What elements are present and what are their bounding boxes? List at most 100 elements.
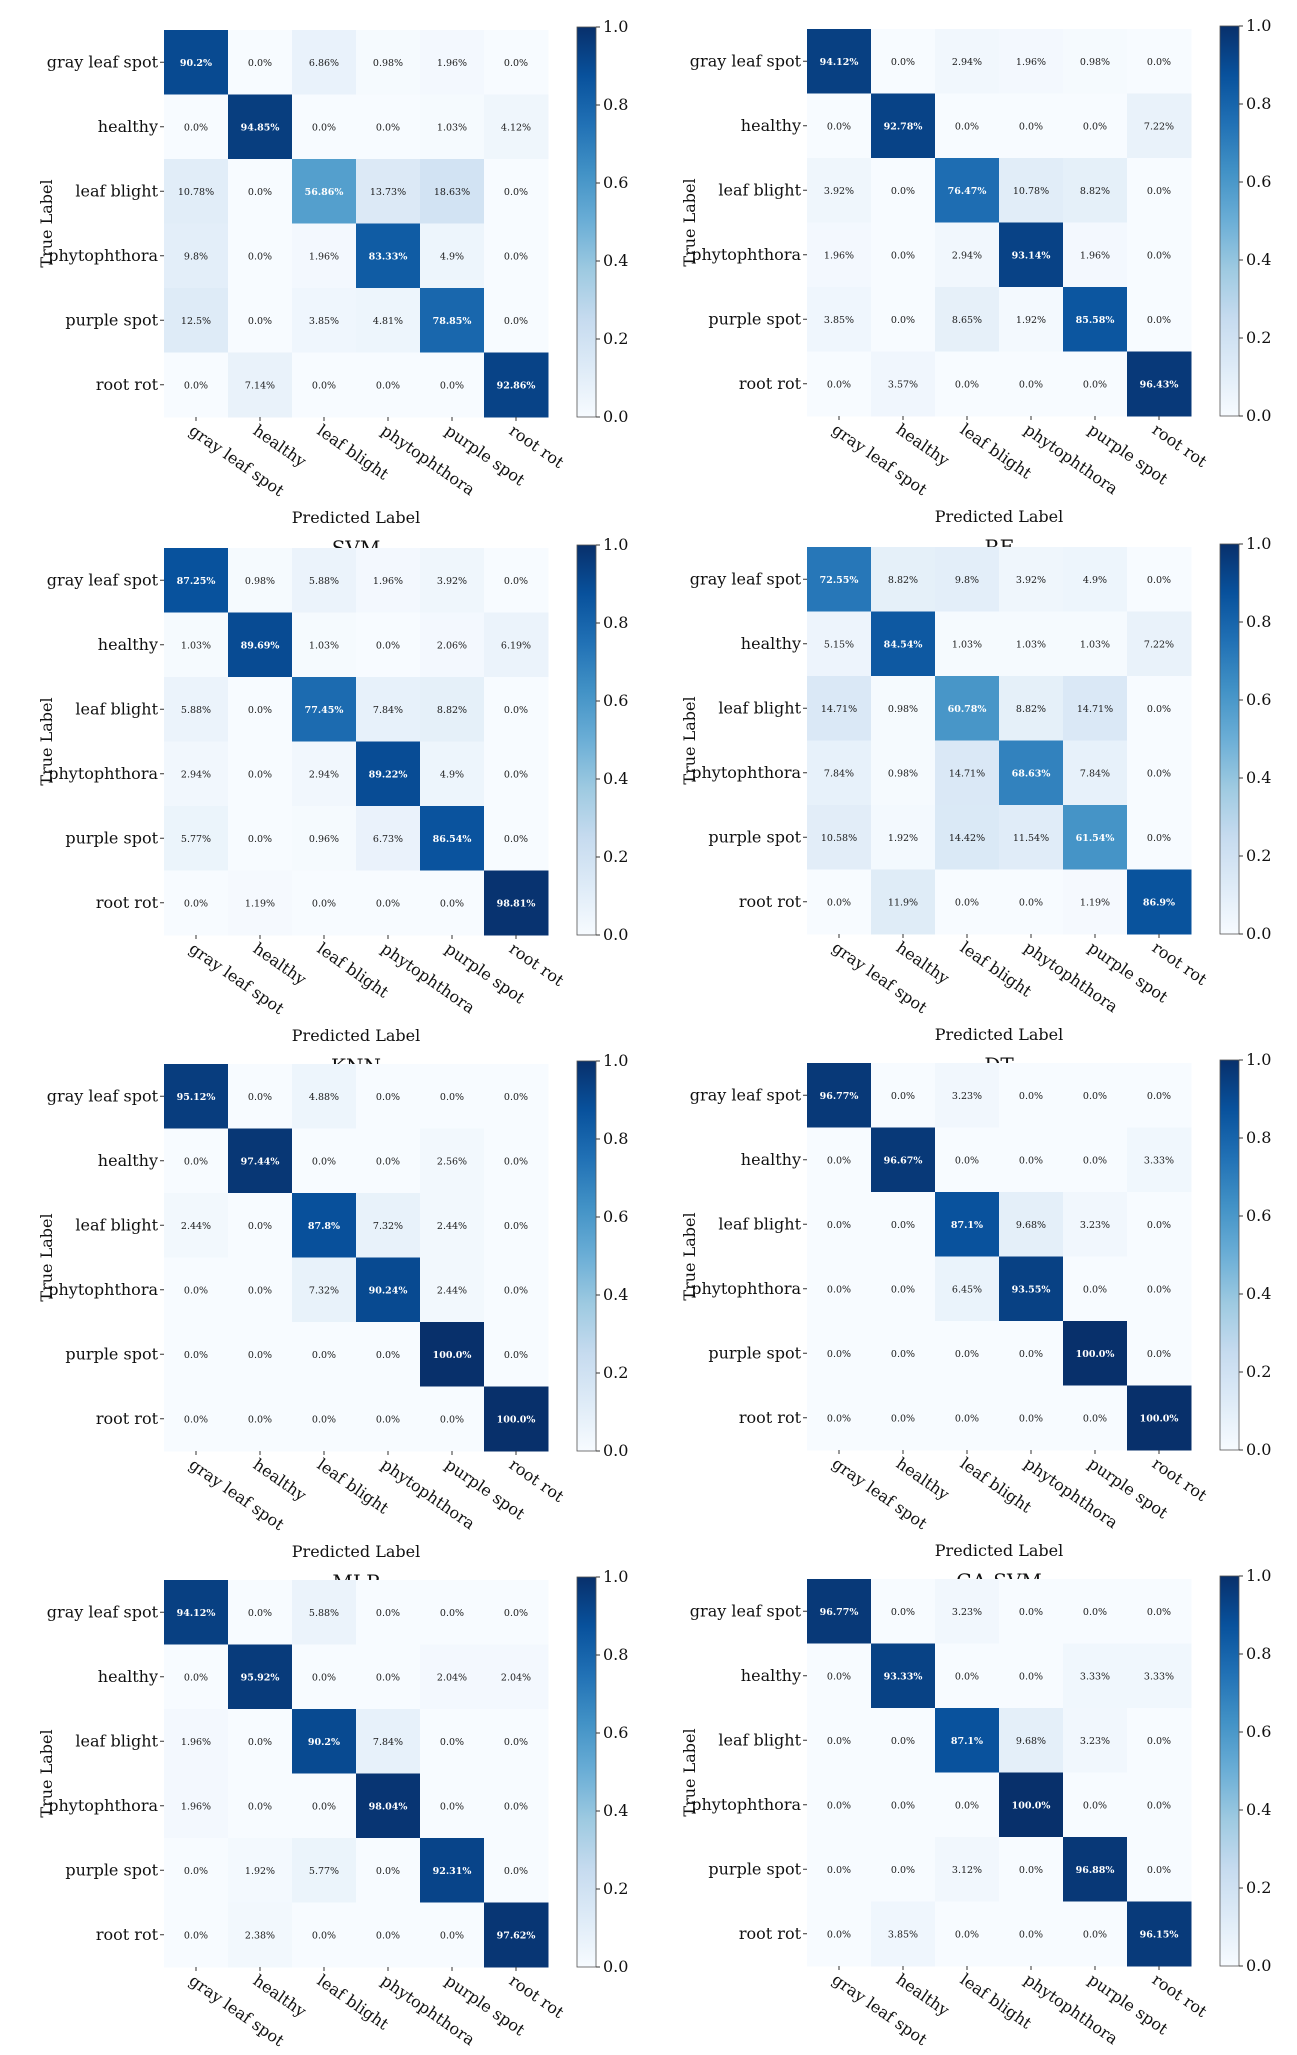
cell-value-label: 0.0% [891,1091,915,1102]
cell-value-label: 3.23% [952,1091,982,1102]
heatmap-cell [356,1257,421,1323]
cell-value-label: 0.0% [312,380,336,391]
cell-value-label: 0.0% [376,640,400,651]
cell-value-label: 78.85% [433,316,472,327]
heatmap-cell [1127,547,1192,612]
cell-value-label: 92.86% [497,380,536,391]
cell-value-label: 0.0% [248,1801,272,1812]
colorbar-tick-label: 0.0 [1246,924,1271,943]
heatmap-cell [1063,158,1128,223]
cell-value-label: 10.78% [1013,186,1049,197]
cell-value-label: 94.85% [241,122,280,133]
heatmap-cell [935,1901,1000,1967]
cell-value-label: 0.0% [891,1349,915,1360]
cell-value-label: 0.0% [248,316,272,327]
cell-value-label: 3.85% [309,316,339,327]
colorbar-tick-label: 0.2 [603,847,628,866]
heatmap-cell [807,1643,872,1709]
cell-value-label: 0.0% [504,1350,528,1361]
colorbar-tick-label: 0.8 [603,613,628,632]
cell-value-label: 0.0% [891,250,915,261]
y-tick-label: purple spot [65,310,158,329]
heatmap-cell [420,677,485,742]
cell-value-label: 0.0% [376,1608,400,1619]
y-tick-label: leaf blight [718,180,801,199]
cell-value-label: 96.77% [820,1091,859,1102]
heatmap-cell [999,351,1064,417]
heatmap-cell [164,741,229,807]
heatmap-cell [356,1386,421,1452]
cell-value-label: 100.0% [1012,1800,1051,1811]
cell-value-label: 0.0% [248,1221,272,1232]
heatmap-cell [420,1773,485,1839]
heatmap-cell [356,288,421,353]
cell-value-label: 7.84% [824,768,854,779]
cell-value-label: 0.0% [827,897,851,908]
heatmap-cell [807,1192,872,1257]
cell-value-label: 7.32% [309,1285,339,1296]
cell-value-label: 0.0% [1019,1929,1043,1940]
heatmap-cell [164,1128,229,1194]
cell-value-label: 1.03% [1080,639,1110,650]
cell-value-label: 4.81% [373,316,403,327]
cell-value-label: 1.92% [1016,315,1046,326]
cell-value-label: 0.0% [376,1092,400,1103]
colorbar-tick-label: 0.6 [603,691,628,710]
y-tick-label: leaf blight [718,698,801,717]
heatmap-cell [935,1772,1000,1838]
cell-value-label: 0.0% [827,121,851,132]
cell-value-label: 0.0% [184,1930,208,1941]
y-tick-label: phytophthora [691,763,801,782]
heatmap-cell [1127,611,1192,677]
heatmap-cell [228,1902,293,1968]
y-axis-title: True Label [37,697,56,785]
heatmap-cell [935,351,1000,417]
heatmap-cell [292,612,357,678]
heatmap-cell [871,1837,936,1902]
y-tick-label: phytophthora [691,245,801,264]
cell-value-label: 0.0% [184,380,208,391]
confusion-matrix-knn: 87.25% 0.98% 5.88% 1.96% 3.92% 0.0% 1.03% 89.69… [37,535,628,1078]
heatmap-cell [228,741,293,807]
colorbar-tick-label: 1.0 [603,535,628,554]
cell-value-label: 87.8% [308,1221,340,1232]
cell-value-label: 0.0% [248,1092,272,1103]
cell-value-label: 100.0% [1076,1349,1115,1360]
cell-value-label: 0.0% [955,121,979,132]
cell-value-label: 3.33% [1080,1671,1110,1682]
y-tick-label: purple spot [708,309,801,328]
heatmap-cell [871,1708,936,1773]
cell-value-label: 6.19% [501,640,531,651]
heatmap-cell [935,1063,1000,1128]
heatmap-cell [420,1902,485,1968]
heatmap-cell [228,288,293,353]
y-tick-label: healthy [741,1150,801,1169]
cell-value-label: 0.0% [955,1671,979,1682]
heatmap-cell [356,1193,421,1258]
cell-value-label: 93.55% [1012,1284,1051,1295]
heatmap-cell [356,30,421,95]
cell-value-label: 14.42% [949,833,985,844]
cell-value-label: 83.33% [369,251,408,262]
heatmap-cell [1127,1256,1192,1322]
heatmap-cell [228,1322,293,1387]
y-axis-title: True Label [37,179,56,267]
colorbar-tick-label: 0.2 [603,1879,628,1898]
cell-value-label: 0.0% [955,379,979,390]
colorbar-tick-label: 0.4 [603,1285,628,1304]
cell-value-label: 3.23% [1080,1736,1110,1747]
heatmap-cell [871,1385,936,1451]
colorbar-tick-label: 0.8 [1246,612,1271,631]
heatmap-cell [484,870,549,936]
heatmap-cell [420,94,485,160]
heatmap-cell [1127,1063,1192,1128]
heatmap-cell [999,676,1064,741]
x-axis-title: Predicted Label [935,1541,1063,1560]
heatmap-cell [807,1901,872,1967]
heatmap-cell [935,611,1000,677]
cell-value-label: 0.0% [1019,121,1043,132]
cell-value-label: 13.73% [370,187,406,198]
heatmap-cell [420,1193,485,1258]
heatmap-cell [292,870,357,936]
heatmap-cell [292,1128,357,1194]
